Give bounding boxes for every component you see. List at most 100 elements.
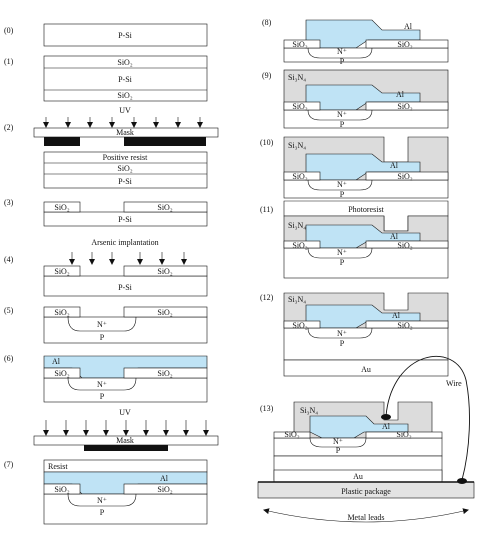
p-label: P [340, 339, 345, 348]
step-label: (1) [4, 57, 14, 66]
oxide-island [43, 367, 81, 379]
al-label: Al [52, 357, 61, 366]
step-label: (3) [4, 198, 14, 207]
step-label: (6) [4, 354, 14, 363]
sio2-label: SiO₂ [54, 485, 69, 494]
resist-layer [43, 459, 208, 473]
step-label: (0) [4, 26, 14, 35]
step-0: (0) P-Si [4, 23, 208, 47]
n-plus-label: N⁺ [337, 47, 347, 56]
p-label: P [100, 333, 105, 342]
p-label: P [340, 258, 345, 267]
step-label: (2) [4, 123, 14, 132]
p-label: P [100, 392, 105, 401]
sio2-label: SiO₂ [292, 40, 307, 49]
mask-opaque-region [124, 137, 206, 146]
n-plus-region [307, 327, 373, 339]
p-si-substrate [283, 47, 449, 63]
step-7: (7) Resist Al SiO₂ SiO₂ N⁺ P [4, 459, 208, 525]
step-13: (13) Wire Si₃N₄ Al SiO₂ SiO₂ N⁺ P Au Pla… [257, 356, 475, 523]
oxide-island [123, 201, 208, 213]
sio2-label: SiO₂ [117, 164, 132, 173]
n-plus-label: N⁺ [337, 180, 347, 189]
al-label: Al [390, 232, 399, 241]
si3n4-label: Si₃N₄ [288, 141, 306, 150]
al-label: Al [404, 22, 413, 31]
sio2-label: SiO₂ [292, 321, 307, 330]
n-plus-region [67, 493, 137, 507]
p-si-label: P-Si [118, 31, 133, 40]
oxide-island [43, 265, 81, 277]
oxide-island [273, 431, 311, 439]
n-plus-region [307, 179, 373, 191]
wire-label: Wire [446, 379, 462, 388]
oxide-island [43, 201, 81, 213]
oxide-island [365, 39, 449, 49]
step-9: (9) Si₃N₄ Al SiO₂ SiO₂ N⁺ P [262, 69, 449, 129]
step-3: (3) SiO₂ SiO₂ P-Si [4, 198, 208, 227]
uv-exposure-7: UV Mask [33, 408, 219, 451]
p-label: P [336, 446, 341, 455]
oxide-island [43, 306, 81, 318]
arsenic-implantation-label: Arsenic implantation [91, 238, 158, 247]
p-si-label: P-Si [118, 177, 133, 186]
sio2-label: SiO₂ [157, 267, 172, 276]
metal-leads-label: Metal leads [347, 513, 384, 522]
si3n4-label: Si₃N₄ [300, 406, 318, 415]
mask-opaque-region [84, 445, 168, 451]
step-label: (7) [4, 460, 14, 469]
p-si-substrate [283, 247, 449, 279]
al-label: Al [390, 161, 399, 170]
lead-bond-dot [457, 478, 467, 484]
sio2-label: SiO₂ [117, 91, 132, 100]
mask-label: Mask [116, 128, 134, 137]
sio2-label: SiO₂ [397, 172, 412, 181]
step-12: (12) Si₃N₄ Al SiO₂ SiO₂ N⁺ P Au [260, 292, 449, 377]
al-label: Al [392, 311, 401, 320]
step-label: (12) [260, 293, 274, 302]
n-plus-region [307, 109, 373, 121]
uv-label: UV [119, 106, 131, 115]
uv-label: UV [119, 408, 131, 417]
p-label: P [340, 190, 345, 199]
uv-arrows [43, 420, 209, 436]
positive-resist-label: Positive resist [103, 153, 148, 162]
n-plus-region [309, 437, 367, 448]
p-si-label: P-Si [118, 215, 133, 224]
metal-leads-arrow [263, 508, 469, 523]
resist-coated-wafer [43, 151, 208, 189]
step-6: (6) Al SiO₂ SiO₂ N⁺ P [4, 354, 208, 403]
n-plus-label: N⁺ [337, 110, 347, 119]
mask-label: Mask [116, 436, 134, 445]
oxide-island [283, 171, 321, 181]
sio2-label: SiO₂ [157, 485, 172, 494]
oxide-island [283, 320, 321, 329]
au-label: Au [361, 365, 371, 374]
step-label: (8) [262, 18, 272, 27]
p-label: P [100, 508, 105, 517]
step-label: (4) [4, 255, 14, 264]
sio2-label: SiO₂ [292, 102, 307, 111]
oxide-island [365, 171, 449, 181]
si3n4-label: Si₃N₄ [288, 221, 306, 230]
sio2-label: SiO₂ [396, 430, 411, 439]
p-label: P [340, 120, 345, 129]
p-si-substrate [43, 493, 208, 525]
oxide-island [283, 39, 321, 49]
p-si-label: P-Si [118, 75, 133, 84]
al-label: Al [382, 422, 391, 431]
n-plus-label: N⁺ [97, 320, 107, 329]
step-10: (10) Si₃N₄ Al SiO₂ SiO₂ N⁺ P [260, 136, 449, 199]
sio2-label: SiO₂ [54, 369, 69, 378]
oxidized-wafer [43, 55, 208, 102]
oxide-island [365, 320, 449, 329]
al-label: Al [160, 474, 169, 483]
oxide-island [283, 240, 321, 249]
si3n4-label: Si₃N₄ [288, 295, 306, 304]
mask-opaque-region [44, 137, 80, 146]
step-label: (10) [260, 138, 274, 147]
sio2-label: SiO₂ [54, 308, 69, 317]
step-label: (13) [260, 404, 274, 413]
oxide-island [123, 306, 208, 318]
